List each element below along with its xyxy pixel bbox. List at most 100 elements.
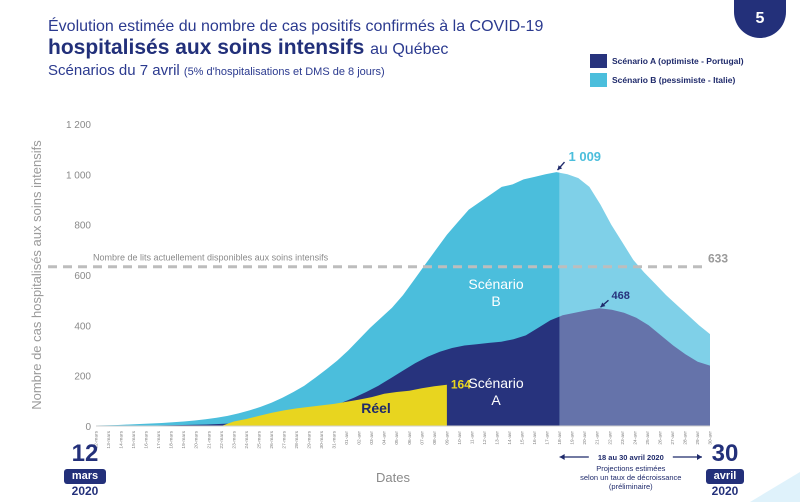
end-date-year: 2020 [711, 484, 739, 498]
projection-note-line: selon un taux de décroissance [580, 473, 681, 482]
x-tick-label: 18-mars [169, 430, 175, 448]
x-tick-label: 20-mars [194, 430, 200, 448]
x-tick-label: 26-mars [269, 430, 275, 448]
area-label-reel: Réel [361, 400, 391, 416]
x-tick-label: 22-avr [607, 431, 613, 445]
x-tick-label: 25-avr [645, 431, 651, 445]
x-tick-label: 05-avr [394, 431, 400, 445]
capacity-line-label: Nombre de lits actuellement disponibles … [93, 253, 329, 263]
area-label-scenario-b-line1: Scénario [468, 276, 523, 292]
x-tick-label: 17-mars [156, 430, 162, 448]
legend: Scénario A (optimiste - Portugal) Scénar… [590, 52, 744, 90]
x-tick-label: 17-avr [545, 431, 551, 445]
chart-title-line1: Évolution estimée du nombre de cas posit… [48, 18, 544, 35]
x-tick-label: 25-mars [256, 430, 262, 448]
area-label-scenario-a-line2: A [491, 392, 501, 408]
chart-subtitle-note: (5% d'hospitalisations et DMS de 8 jours… [183, 66, 385, 78]
annotation-label-peak-a: 468 [611, 290, 629, 302]
x-tick-label: 13-avr [495, 431, 501, 445]
x-tick-label: 07-avr [419, 431, 425, 445]
projection-note-line: Projections estimées [596, 464, 665, 473]
projection-note-line: (préliminaire) [609, 482, 653, 491]
projection-range-label: 18 au 30 avril 2020 [598, 453, 664, 462]
x-tick-label: 15-mars [131, 430, 137, 448]
y-tick-label: 200 [74, 372, 91, 383]
projection-range-label-bg [588, 451, 673, 462]
legend-swatch-scenario-b [590, 72, 607, 87]
legend-item-scenario-b: Scénario B (pessimiste - Italie) [590, 71, 744, 88]
x-tick-label: 27-avr [670, 431, 676, 445]
chart-title-bold: hospitalisés aux soins intensifs [48, 36, 365, 59]
capacity-value-label: 633 [708, 252, 728, 266]
x-tick-label: 29-avr [695, 431, 701, 445]
x-tick-label: 16-mars [144, 430, 150, 448]
legend-item-scenario-a: Scénario A (optimiste - Portugal) [590, 52, 744, 69]
y-tick-label: 1 200 [66, 120, 91, 131]
x-tick-label: 24-mars [244, 430, 250, 448]
x-tick-label: 18-avr [557, 431, 563, 445]
series-reel-area [96, 384, 447, 426]
x-tick-label: 06-avr [407, 431, 413, 445]
x-tick-label: 14-avr [507, 431, 513, 445]
x-tick-label: 09-avr [444, 431, 450, 445]
x-tick-label: 14-mars [119, 430, 125, 448]
legend-label-scenario-b: Scénario B (pessimiste - Italie) [612, 74, 736, 85]
x-tick-label: 19-mars [181, 430, 187, 448]
series-scenario-a-projection-area [559, 308, 710, 426]
x-tick-label: 30-mars [319, 430, 325, 448]
annotation-arrow-peak-a-head [600, 302, 606, 308]
x-tick-label: 20-avr [582, 431, 588, 445]
start-date-day: 12 [71, 440, 99, 467]
x-tick-label: 04-avr [382, 431, 388, 445]
x-tick-label: 24-avr [632, 431, 638, 445]
x-tick-label: 02-avr [357, 431, 363, 445]
x-tick-label: 21-mars [206, 430, 212, 448]
x-tick-label: 27-mars [282, 430, 288, 448]
annotation-label-reel: 164 [451, 378, 471, 392]
chart-title-line2: hospitalisés aux soins intensifs au Québ… [48, 36, 448, 60]
projection-range-arrow-left [559, 454, 565, 460]
legend-swatch-scenario-a [590, 53, 607, 68]
x-tick-label: 10-avr [457, 431, 463, 445]
start-date-month: mars [63, 469, 107, 484]
area-label-scenario-b-line2: B [491, 293, 500, 309]
x-tick-label: 23-avr [620, 431, 626, 445]
x-tick-label: 23-mars [231, 430, 237, 448]
legend-label-scenario-a: Scénario A (optimiste - Portugal) [612, 55, 744, 66]
x-tick-label: 16-avr [532, 431, 538, 445]
corner-decoration [750, 472, 800, 502]
x-tick-label: 08-avr [432, 431, 438, 445]
end-date-box: 30 avril 2020 [700, 442, 750, 498]
x-tick-label: 12-mars [94, 430, 100, 448]
end-date-month: avril [705, 469, 745, 484]
x-tick-label: 12-avr [482, 431, 488, 445]
y-tick-label: 600 [74, 271, 91, 282]
y-tick-label: 800 [74, 221, 91, 232]
chart-subtitle: Scénarios du 7 avril (5% d'hospitalisati… [48, 62, 385, 79]
x-tick-label: 15-avr [520, 431, 526, 445]
annotation-label-peak-b: 1 009 [569, 149, 602, 164]
x-tick-label: 03-avr [369, 431, 375, 445]
x-tick-label: 28-avr [682, 431, 688, 445]
x-tick-label: 29-mars [307, 430, 313, 448]
annotation-arrow-peak-b-head [557, 165, 563, 171]
x-tick-label: 21-avr [595, 431, 601, 445]
x-tick-label: 28-mars [294, 430, 300, 448]
y-tick-label: 400 [74, 321, 91, 332]
x-tick-label: 30-avr [708, 431, 714, 445]
chart-subtitle-main: Scénarios du 7 avril [48, 62, 180, 79]
start-date-box: 12 mars 2020 [60, 442, 110, 498]
y-axis-title: Nombre de cas hospitalisés aux soins int… [29, 140, 44, 410]
x-tick-label: 01-avr [344, 431, 350, 445]
y-tick-label: 0 [85, 422, 91, 433]
chart-title-suffix: au Québec [370, 41, 449, 58]
area-label-scenario-a-line1: Scénario [468, 375, 523, 391]
page-number: 5 [755, 10, 765, 27]
y-tick-label: 1 000 [66, 170, 91, 181]
x-axis-title: Dates [376, 470, 410, 485]
x-tick-label: 31-mars [332, 430, 338, 448]
start-date-year: 2020 [71, 484, 99, 498]
end-date-day: 30 [711, 440, 739, 467]
x-tick-label: 26-avr [657, 431, 663, 445]
